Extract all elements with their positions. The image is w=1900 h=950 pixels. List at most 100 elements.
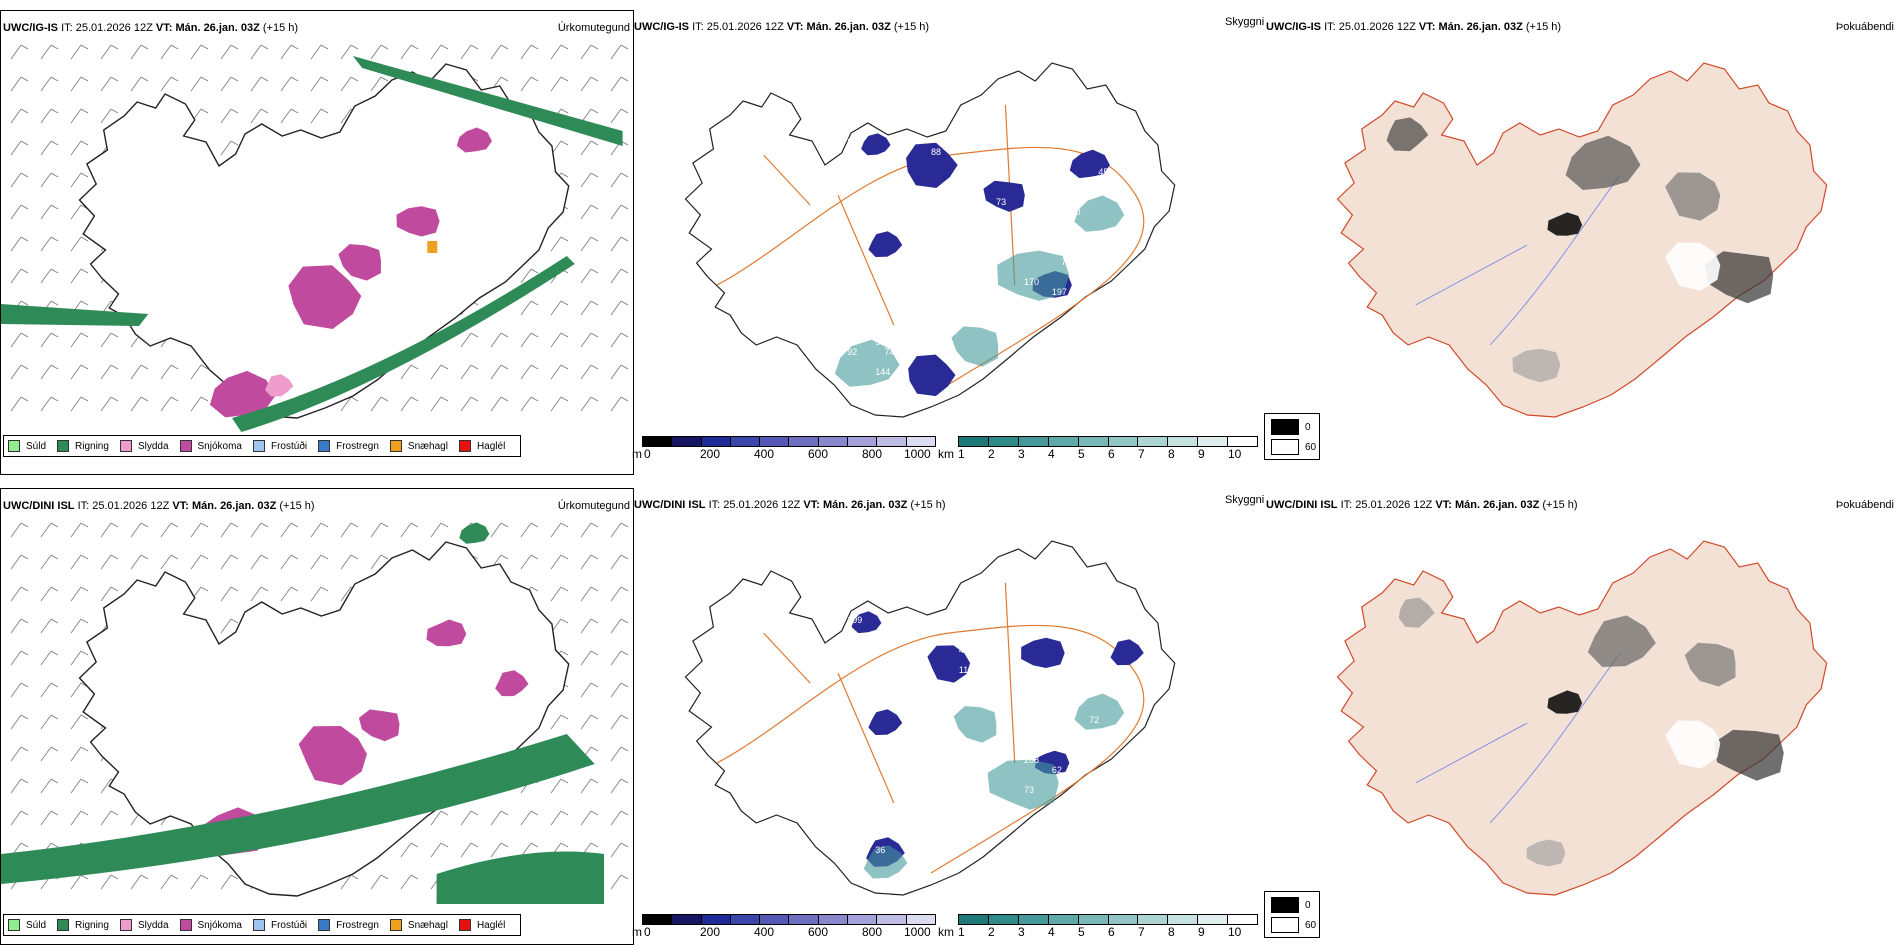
wind-barb bbox=[70, 108, 82, 124]
wind-barb-flag bbox=[620, 810, 629, 816]
visibility-label: 102 bbox=[959, 167, 974, 177]
fog-legend-white-swatch bbox=[1271, 917, 1299, 933]
colorbar-tick: 600 bbox=[808, 925, 829, 939]
colorbar-cell bbox=[1078, 915, 1109, 924]
wind-barb bbox=[430, 364, 442, 380]
wind-barb bbox=[550, 396, 562, 412]
legend-swatch bbox=[318, 919, 331, 931]
wind-barb-flag bbox=[50, 332, 59, 338]
wind-barb-flag bbox=[110, 554, 119, 560]
legend-label: Snjókoma bbox=[197, 919, 242, 931]
wind-barb-flag bbox=[620, 44, 629, 50]
wind-barb bbox=[70, 618, 82, 634]
fog-legend-low: 0 bbox=[1305, 899, 1311, 911]
row2-fog-header: UWC/DINI ISL IT: 25.01.2026 12Z VT: Mán.… bbox=[1266, 499, 1578, 511]
colorbar-cell bbox=[789, 915, 819, 924]
wind-barb bbox=[520, 268, 532, 284]
wind-barb bbox=[310, 44, 322, 60]
colorbar-cell bbox=[818, 915, 849, 924]
colorbar-tick: 8 bbox=[1168, 925, 1175, 939]
wind-barb-flag bbox=[620, 618, 629, 624]
wind-barb bbox=[520, 76, 532, 92]
wind-barb-flag bbox=[620, 300, 629, 306]
wind-barb-flag bbox=[170, 396, 179, 402]
visibility-label: 86 bbox=[1071, 685, 1081, 695]
wind-barb-flag bbox=[590, 204, 599, 210]
wind-barb-flag bbox=[80, 874, 89, 880]
wind-barb-flag bbox=[140, 522, 149, 528]
wind-barb-flag bbox=[80, 108, 89, 114]
legend-item-1: Rigning bbox=[57, 440, 109, 452]
fog-shading bbox=[1386, 117, 1774, 383]
colorbar-cell bbox=[789, 437, 819, 446]
wind-barb bbox=[100, 778, 112, 794]
wind-barb-flag bbox=[230, 618, 239, 624]
wind-barb bbox=[250, 586, 262, 602]
wind-barb bbox=[100, 396, 112, 412]
wind-barb-flag bbox=[20, 300, 29, 306]
colorbar-tick: 400 bbox=[754, 925, 775, 939]
colorbar-cell bbox=[1048, 915, 1079, 924]
wind-barb bbox=[220, 76, 232, 92]
wind-barb-flag bbox=[20, 332, 29, 338]
colorbar-tick: 800 bbox=[862, 447, 883, 461]
colorbar-cell bbox=[1108, 915, 1139, 924]
it-value: 25.01.2026 12Z bbox=[723, 499, 801, 511]
wind-barb-flag bbox=[20, 364, 29, 370]
legend-swatch bbox=[389, 440, 402, 452]
visibility-panel-row2: 177 194 106 199 51 48 108 112 14 79 123 86 72 84 64 62 2… bbox=[632, 488, 1264, 943]
wind-barb bbox=[190, 396, 202, 412]
low-visibility-area bbox=[906, 142, 958, 188]
row1-fog-header: UWC/IG-IS IT: 25.01.2026 12Z VT: Mán. 26… bbox=[1266, 21, 1561, 33]
wind-barb bbox=[610, 714, 622, 730]
wind-barb-flag bbox=[50, 140, 59, 146]
colorbar-cell bbox=[1138, 915, 1169, 924]
visibility-label: 79 bbox=[1117, 187, 1127, 197]
precip-areas bbox=[1, 56, 623, 432]
visibility-label: 79 bbox=[1061, 257, 1071, 267]
colorbar-cell bbox=[643, 915, 673, 924]
wind-barb bbox=[580, 586, 592, 602]
wind-barb-flag bbox=[620, 204, 629, 210]
fog-area bbox=[1386, 117, 1429, 152]
wind-barb-flag bbox=[50, 396, 59, 402]
lead-time: (+15 h) bbox=[1525, 21, 1562, 33]
fog-area bbox=[1512, 348, 1561, 383]
wind-barb bbox=[490, 810, 502, 826]
wind-barb bbox=[580, 810, 592, 826]
colorbar-cell bbox=[1138, 437, 1169, 446]
wind-barb bbox=[550, 332, 562, 348]
legend-swatch bbox=[119, 440, 132, 452]
wind-barb-flag bbox=[410, 842, 419, 848]
wind-barb bbox=[160, 874, 172, 890]
fog-map-row1 bbox=[1336, 62, 1828, 418]
model-name: UWC/IG-IS bbox=[3, 22, 58, 34]
legend-label: Súld bbox=[26, 440, 47, 452]
wind-barb bbox=[10, 778, 22, 794]
wind-barb-flag bbox=[560, 650, 569, 656]
colorbar-tick: 2 bbox=[988, 925, 995, 939]
wind-barb bbox=[10, 586, 22, 602]
visibility-label: 51 bbox=[931, 625, 941, 635]
legend-item-5: Frostregn bbox=[318, 919, 379, 931]
wind-barb bbox=[40, 236, 52, 252]
wind-barb bbox=[340, 396, 352, 412]
wind-barb-flag bbox=[350, 76, 359, 82]
wind-barb bbox=[280, 554, 292, 570]
legend-item-0: Súld bbox=[8, 440, 46, 452]
wind-barb bbox=[250, 44, 262, 60]
wind-barb bbox=[100, 364, 112, 380]
wind-barb-flag bbox=[530, 586, 539, 592]
iceland-coast bbox=[684, 540, 1176, 896]
wind-barb bbox=[220, 108, 232, 124]
visibility-title: Skyggni bbox=[1225, 494, 1264, 506]
visibility-label: 71 bbox=[959, 187, 969, 197]
wind-barb-flag bbox=[560, 810, 569, 816]
wind-barb bbox=[430, 522, 442, 538]
precip-legend: Súld Rigning Slydda Snjókoma Frostúði Frostre… bbox=[3, 435, 522, 457]
wind-barb-flag bbox=[230, 44, 239, 50]
wind-barb-flag bbox=[410, 44, 419, 50]
wind-barb bbox=[10, 332, 22, 348]
vt-label: VT: bbox=[786, 21, 804, 33]
colorbar-tick: 600 bbox=[808, 447, 829, 461]
